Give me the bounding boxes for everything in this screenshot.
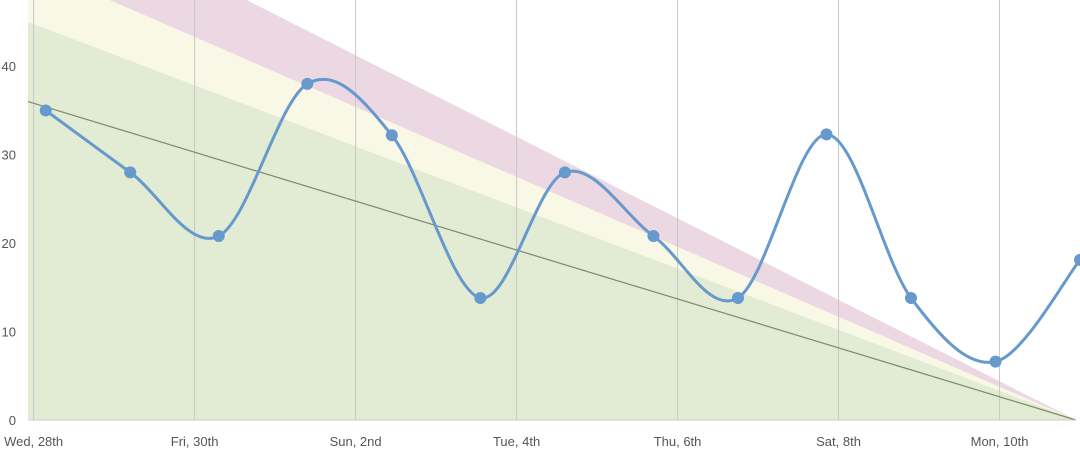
y-tick-label: 0 (9, 413, 16, 428)
x-axis: Wed, 28th Fri, 30th Sun, 2nd Tue, 4th Thu, 6… (4, 419, 1076, 449)
zone-bands (28, 0, 1076, 420)
data-point[interactable] (989, 355, 1002, 368)
y-tick-label: 10 (2, 325, 16, 340)
data-point[interactable] (474, 291, 487, 304)
x-tick-label: Thu, 6th (654, 434, 702, 449)
data-point[interactable] (731, 291, 744, 304)
x-tick-label: Mon, 10th (971, 434, 1029, 449)
data-point[interactable] (1074, 253, 1080, 266)
y-tick-label: 30 (2, 148, 16, 163)
data-point[interactable] (301, 77, 314, 90)
y-tick-label: 40 (2, 59, 16, 74)
x-tick-label: Sun, 2nd (330, 434, 382, 449)
band-safe-zone (28, 22, 1076, 420)
x-tick-label: Tue, 4th (493, 434, 540, 449)
x-tick-label: Sat, 8th (816, 434, 861, 449)
data-point[interactable] (385, 129, 398, 142)
trend-line (27, 101, 1077, 421)
data-point[interactable] (647, 230, 660, 243)
x-tick-label: Wed, 28th (4, 434, 63, 449)
y-tick-label: 20 (2, 236, 16, 251)
ideal-trend-line (27, 101, 1077, 421)
vertical-gridlines (33, 0, 1001, 420)
data-point[interactable] (124, 166, 137, 179)
y-axis: 0 10 20 30 40 (2, 59, 16, 428)
x-tick-label: Fri, 30th (171, 434, 219, 449)
data-point[interactable] (212, 230, 225, 243)
data-point[interactable] (904, 291, 917, 304)
series-points (39, 77, 1080, 368)
data-point[interactable] (820, 128, 833, 141)
data-point[interactable] (558, 166, 571, 179)
data-point[interactable] (39, 104, 52, 117)
